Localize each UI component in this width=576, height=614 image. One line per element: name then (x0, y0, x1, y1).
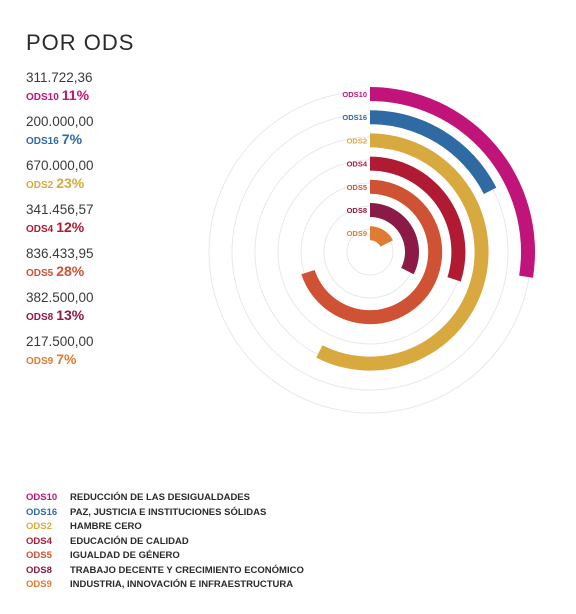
value-code: ODS9 (26, 356, 54, 367)
radial-bar-label: ODS2 (347, 136, 367, 145)
legend-code: ODS9 (26, 579, 52, 590)
radial-bar-label: ODS4 (347, 160, 368, 169)
legend-label: TRABAJO DECENTE Y CRECIMIENTO ECONÓMICO (70, 564, 304, 576)
radial-bar-ods4 (370, 156, 466, 282)
value-amount: 217.500,00 (26, 334, 94, 349)
legend-label: IGUALDAD DE GÉNERO (70, 550, 180, 561)
legend-item: ODS16 PAZ, JUSTICIA E INSTITUCIONES SÓLID… (26, 502, 304, 518)
legend-label: PAZ, JUSTICIA E INSTITUCIONES SÓLIDAS (70, 506, 267, 518)
value-item: 311.722,36 ODS10 11% (26, 70, 186, 114)
radial-bar-ods8 (370, 203, 420, 275)
radial-bar-label: ODS8 (347, 206, 367, 215)
value-amount: 836.433,95 (26, 246, 94, 261)
legend-code: ODS16 (26, 506, 58, 518)
value-item: 200.000,00 ODS16 7% (26, 114, 186, 158)
value-item: 217.500,00 ODS9 7% (26, 334, 186, 378)
value-item: 670.000,00 ODS2 23% (26, 158, 186, 202)
value-percent: 23% (56, 175, 85, 191)
legend-item: ODS5 IGUALDAD DE GÉNERO (26, 545, 304, 561)
value-code: ODS2 (26, 180, 54, 191)
radial-bar-label: ODS5 (347, 183, 367, 192)
legend-label: HAMBRE CERO (70, 521, 142, 532)
radial-bar-label: ODS9 (347, 229, 367, 238)
value-code: ODS10 (26, 92, 59, 103)
value-percent: 28% (56, 263, 85, 279)
legend-item: ODS4 EDUCACIÓN DE CALIDAD (26, 531, 304, 547)
legend-item: ODS10 REDUCCIÓN DE LAS DESIGUALDADES (26, 487, 304, 503)
legend-code: ODS8 (26, 564, 52, 576)
value-code: ODS4 (26, 224, 54, 235)
radial-bar-label: ODS10 (342, 90, 367, 99)
value-amount: 382.500,00 (26, 290, 94, 305)
value-percent: 7% (56, 351, 77, 367)
value-amount: 311.722,36 (26, 70, 93, 85)
value-item: 341.456,57 ODS4 12% (26, 202, 186, 246)
legend-item: ODS9 INDUSTRIA, INNOVACIÓN E INFRAESTRUCT… (26, 574, 304, 590)
value-percent: 7% (61, 131, 83, 147)
legend-code: ODS5 (26, 550, 52, 561)
legend-code: ODS2 (26, 521, 52, 532)
radial-bar-label: ODS16 (342, 113, 367, 122)
value-amount: 200.000,00 (26, 114, 94, 129)
radial-bar-ods10 (370, 87, 535, 278)
legend-code: ODS10 (26, 492, 58, 503)
values-list: 311.722,36 ODS10 11% 200.000,00 ODS16 7% 670.0… (26, 70, 186, 378)
value-item: 836.433,95 ODS5 28% (26, 246, 186, 290)
value-code: ODS16 (26, 136, 59, 147)
value-amount: 341.456,57 (26, 202, 94, 217)
chart-title: POR ODS (26, 30, 135, 55)
legend-label: INDUSTRIA, INNOVACIÓN E INFRAESTRUCTURA (70, 579, 294, 590)
legend: ODS10 REDUCCIÓN DE LAS DESIGUALDADES ODS16… (26, 487, 304, 590)
value-percent: 12% (56, 219, 85, 235)
radial-bar-ods9 (370, 226, 393, 247)
value-code: ODS5 (26, 268, 54, 279)
radial-bar-ods16 (370, 110, 497, 194)
legend-label: EDUCACIÓN DE CALIDAD (70, 535, 189, 547)
value-item: 382.500,00 ODS8 13% (26, 290, 186, 334)
value-amount: 670.000,00 (26, 158, 94, 173)
legend-code: ODS4 (26, 535, 52, 547)
value-percent: 13% (56, 307, 85, 323)
value-percent: 11% (61, 87, 90, 103)
legend-label: REDUCCIÓN DE LAS DESIGUALDADES (70, 492, 250, 503)
value-code: ODS8 (26, 312, 54, 323)
legend-item: ODS8 TRABAJO DECENTE Y CRECIMIENTO ECONÓM… (26, 560, 304, 576)
legend-item: ODS2 HAMBRE CERO (26, 516, 304, 532)
